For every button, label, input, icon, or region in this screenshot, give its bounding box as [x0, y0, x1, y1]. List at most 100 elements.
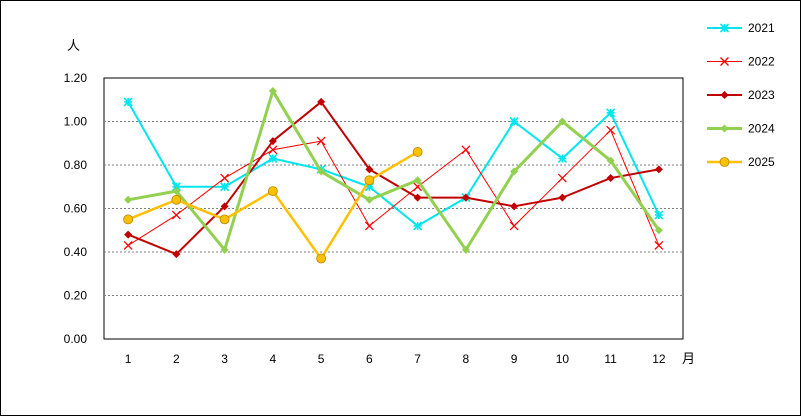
- x-tick-label: 9: [511, 352, 518, 366]
- data-point-2025: [171, 194, 182, 205]
- x-tick-label: 2: [173, 352, 180, 366]
- data-point-2025: [219, 214, 230, 225]
- series-line-2023: [127, 100, 660, 256]
- data-point-2024: [461, 245, 470, 254]
- series-layer: [123, 87, 664, 264]
- legend-item-2021: 2021: [707, 21, 775, 35]
- y-axis-tick-labels: 0.00 0.20 0.40 0.60 0.80 1.00 1.20: [64, 71, 88, 346]
- data-point-2022: [364, 221, 374, 231]
- y-tick-label: 0.60: [64, 202, 88, 216]
- data-point-2023: [461, 193, 470, 202]
- series-line-2022: [127, 129, 660, 246]
- data-point-2023: [510, 202, 519, 211]
- legend-item-2024: 2024: [707, 122, 775, 136]
- data-point-2021: [654, 210, 664, 220]
- data-point-2023: [365, 165, 374, 174]
- data-point-2024: [510, 167, 519, 176]
- x-tick-label: 4: [270, 352, 277, 366]
- data-point-2025: [316, 253, 327, 264]
- data-point-2023: [558, 193, 567, 202]
- x-axis-tick-labels: 1 2 3 4 5 6 7 8 9 10 11 12: [125, 352, 666, 366]
- data-point-2022: [509, 221, 519, 231]
- legend-marker: [720, 57, 729, 66]
- data-point-2022: [557, 173, 567, 183]
- data-point-2021: [413, 221, 423, 231]
- data-point-2022: [316, 136, 326, 146]
- data-point-2024: [268, 87, 277, 96]
- y-tick-label: 0.80: [64, 158, 88, 172]
- x-tick-label: 5: [318, 352, 325, 366]
- legend-marker: [719, 23, 730, 33]
- data-point-2024: [172, 187, 181, 196]
- data-point-2021: [557, 153, 567, 164]
- data-point-2023: [317, 97, 326, 106]
- legend-item-2023: 2023: [707, 88, 775, 102]
- x-tick-label: 7: [414, 352, 421, 366]
- data-point-2022: [220, 173, 230, 183]
- data-point-2024: [558, 117, 567, 126]
- data-point-2021: [509, 116, 519, 127]
- data-point-2025: [267, 186, 278, 197]
- legend-label: 2021: [748, 21, 775, 35]
- legend-marker: [720, 124, 729, 133]
- y-tick-label: 0.00: [64, 332, 88, 346]
- data-point-2024: [220, 245, 229, 254]
- legend-label: 2023: [748, 88, 775, 102]
- y-tick-label: 1.00: [64, 115, 88, 129]
- data-point-2023: [268, 137, 277, 146]
- x-tick-label: 3: [221, 352, 228, 366]
- data-point-2024: [413, 176, 422, 185]
- data-point-2023: [220, 202, 229, 211]
- legend-label: 2025: [748, 155, 775, 169]
- data-point-2022: [654, 241, 664, 250]
- series-2025: [123, 147, 423, 264]
- x-tick-label: 1: [125, 352, 132, 366]
- data-point-2022: [268, 145, 278, 155]
- data-point-2021: [606, 108, 616, 118]
- data-point-2023: [654, 165, 663, 174]
- x-tick-label: 10: [556, 352, 570, 366]
- data-point-2022: [461, 145, 471, 155]
- legend-label: 2022: [748, 55, 775, 69]
- series-2024: [124, 87, 663, 254]
- data-point-2024: [124, 195, 133, 204]
- data-point-2023: [124, 230, 133, 239]
- data-point-2024: [365, 195, 374, 204]
- data-point-2022: [606, 125, 616, 135]
- data-point-2021: [268, 153, 278, 164]
- legend-item-2022: 2022: [707, 55, 775, 69]
- data-point-2025: [412, 147, 423, 157]
- y-axis-unit-label: 人: [67, 39, 80, 54]
- x-tick-label: 12: [652, 352, 666, 366]
- data-point-2021: [220, 182, 230, 192]
- x-tick-label: 11: [604, 352, 617, 366]
- data-point-2022: [123, 241, 133, 250]
- legend-label: 2024: [748, 122, 775, 136]
- data-point-2024: [606, 156, 615, 165]
- series-2022: [123, 125, 664, 250]
- legend-marker: [720, 91, 729, 99]
- y-tick-label: 0.40: [64, 245, 88, 259]
- data-point-2024: [654, 226, 663, 235]
- y-tick-label: 0.20: [64, 289, 88, 303]
- x-tick-label: 6: [366, 352, 373, 366]
- legend: 2021 2022 2023 2024 2025: [707, 21, 775, 169]
- series-line-2024: [127, 89, 661, 252]
- series-2023: [124, 97, 663, 259]
- x-tick-label: 8: [463, 352, 470, 366]
- data-point-2021: [123, 97, 133, 107]
- data-point-2021: [171, 182, 181, 192]
- data-point-2024: [317, 167, 326, 176]
- legend-marker: [719, 157, 730, 167]
- data-point-2025: [123, 214, 134, 225]
- data-point-2023: [606, 174, 615, 183]
- data-point-2022: [171, 210, 181, 220]
- data-point-2023: [413, 193, 422, 202]
- y-tick-label: 1.20: [64, 71, 88, 85]
- legend-item-2025: 2025: [707, 155, 775, 169]
- data-point-2023: [172, 250, 181, 259]
- x-axis-unit-label: 月: [682, 352, 695, 367]
- data-point-2025: [364, 175, 375, 186]
